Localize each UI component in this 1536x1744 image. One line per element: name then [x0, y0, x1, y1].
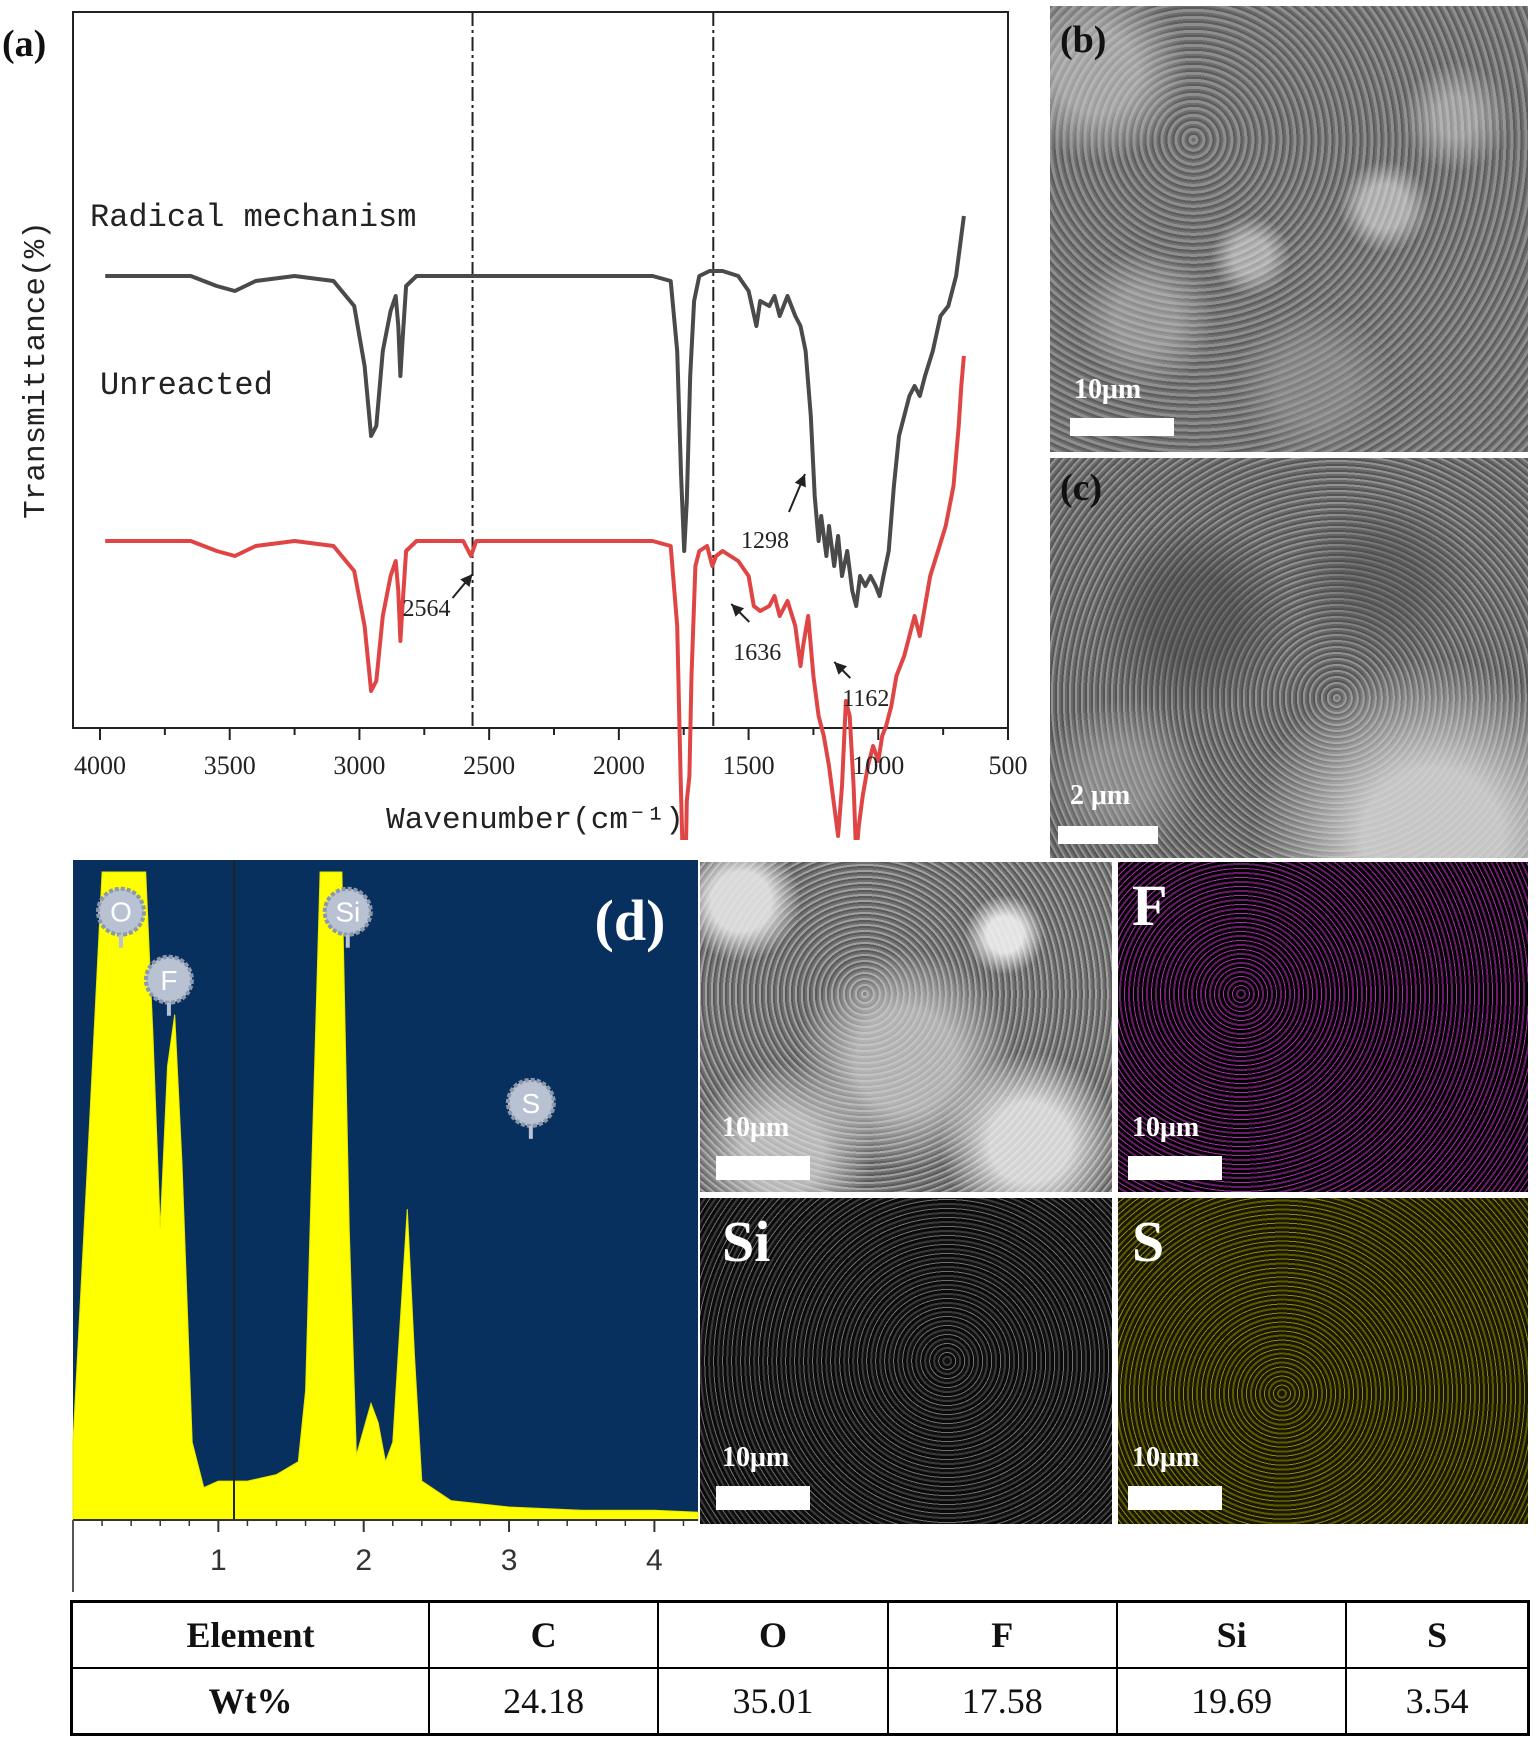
scale-bar-label-b: 10μm — [1074, 374, 1142, 405]
scale-bar-label-f: 10μm — [1132, 1112, 1200, 1143]
ftir-chart: 4000 3500 3000 2500 2000 1500 1000 500 2564 1636… — [19, 11, 1028, 840]
scale-bar-label-c: 2 μm — [1070, 780, 1131, 811]
table-header-cell: Element — [70, 1600, 430, 1669]
table-cell: 24.18 — [427, 1667, 660, 1736]
ftir-x-tick-label: 1000 — [852, 751, 904, 780]
eds-peak-marker — [95, 886, 146, 937]
eds-x-tick-label: 3 — [501, 1544, 518, 1577]
ftir-series-radical-line — [105, 215, 966, 608]
table-header-cell: S — [1345, 1600, 1530, 1669]
ftir-y-axis-label: Transmittance(%) — [19, 221, 54, 519]
scale-bar-label-s: 10μm — [1132, 1442, 1200, 1473]
eds-map-label-f: F — [1132, 873, 1168, 938]
eds-spectrum-chart: 1 2 3 4 O F Si S (d) — [72, 860, 699, 1592]
panel-label-b: (b) — [1060, 19, 1107, 61]
eds-map-label-s: S — [1132, 1209, 1165, 1274]
ftir-x-axis-label: Wavenumber(cm⁻¹) — [386, 803, 684, 838]
ftir-annotation-arrow-head — [460, 574, 473, 588]
ftir-series-unreacted-line — [105, 355, 966, 840]
panel-label-a: (a) — [2, 23, 47, 65]
ftir-peak-annotation: 1162 — [842, 686, 889, 712]
scale-bar-si — [716, 1486, 810, 1510]
ftir-x-tick-label: 3000 — [333, 751, 385, 780]
ftir-series-label-radical: Radical mechanism — [90, 199, 416, 236]
ftir-x-tick-label: 2000 — [593, 751, 645, 780]
scale-bar-label-si: 10μm — [722, 1442, 790, 1473]
panel-label-d: (d) — [595, 888, 666, 953]
table-header-cell: O — [657, 1600, 889, 1669]
ftir-x-tick-label: 4000 — [74, 751, 126, 780]
element-composition-table: Element C O F Si S Wt% 24.18 35.01 17.58… — [70, 1600, 1530, 1736]
eds-peak-marker — [143, 954, 194, 1005]
eds-sem-image: 10μm — [700, 862, 1112, 1192]
ftir-x-tick-label: 2500 — [463, 751, 515, 780]
table-cell: 3.54 — [1345, 1667, 1530, 1736]
panel-label-c: (c) — [1060, 467, 1103, 509]
eds-map-sulfur: S 10μm — [1118, 1198, 1528, 1524]
scale-bar-eds-sem — [716, 1156, 810, 1180]
table-header-cell: C — [427, 1600, 660, 1669]
eds-peak-label: F — [160, 965, 177, 996]
eds-peak-label: Si — [335, 897, 360, 928]
eds-x-tick-label: 4 — [646, 1544, 663, 1577]
table-cell: Wt% — [70, 1667, 430, 1736]
table-header-row: Element C O F Si S — [70, 1600, 1530, 1669]
ftir-peak-annotation: 1298 — [741, 528, 789, 554]
eds-map-silicon: Si 10μm — [700, 1198, 1112, 1524]
sem-image-b: (b) 10μm — [1050, 6, 1528, 452]
ftir-x-tick-label: 1500 — [723, 751, 775, 780]
table-row: Wt% 24.18 35.01 17.58 19.69 3.54 — [70, 1667, 1530, 1736]
scale-bar-label-eds-sem: 10μm — [722, 1112, 790, 1143]
scale-bar-c — [1058, 826, 1158, 844]
eds-peak-label: O — [110, 897, 132, 928]
table-cell: 19.69 — [1115, 1667, 1348, 1736]
ftir-annotation-arrow-head — [834, 662, 847, 675]
sem-image-c: (c) 2 μm — [1050, 458, 1528, 858]
ftir-peak-annotation: 2564 — [403, 596, 451, 622]
eds-map-label-si: Si — [722, 1209, 771, 1274]
eds-peak-label: S — [522, 1088, 541, 1119]
table-cell: 35.01 — [657, 1667, 889, 1736]
ftir-peak-annotation: 1636 — [733, 640, 781, 666]
table-header-cell: F — [886, 1600, 1118, 1669]
scale-bar-f — [1128, 1156, 1222, 1180]
eds-peak-marker — [322, 886, 373, 937]
ftir-plot-frame — [72, 11, 1009, 729]
ftir-x-tick-label: 3500 — [204, 751, 256, 780]
eds-peak-marker — [505, 1077, 556, 1128]
ftir-x-tick-label: 500 — [989, 751, 1028, 780]
ftir-annotation-arrow-head — [794, 474, 806, 488]
scale-bar-s — [1128, 1486, 1222, 1510]
eds-x-tick-label: 1 — [210, 1544, 227, 1577]
table-header-cell: Si — [1115, 1600, 1348, 1669]
eds-spectrum-area — [72, 871, 699, 1521]
scale-bar-b — [1070, 418, 1174, 436]
ftir-series-label-unreacted: Unreacted — [100, 367, 273, 404]
eds-x-tick-label: 2 — [355, 1544, 372, 1577]
table-cell: 17.58 — [886, 1667, 1118, 1736]
eds-map-fluorine: F 10μm — [1118, 862, 1528, 1192]
ftir-annotation-arrow-head — [731, 604, 745, 617]
